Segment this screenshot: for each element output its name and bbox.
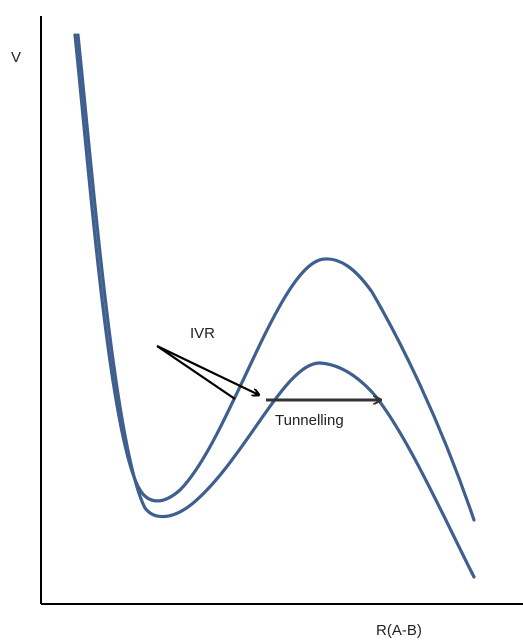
y-axis-label: V	[11, 49, 21, 66]
ivr-arrow-upper	[156, 345, 259, 395]
x-axis-label: R(A-B)	[376, 622, 422, 639]
ivr-arrow-lower	[156, 345, 236, 400]
ivr-arrow-group	[156, 345, 259, 400]
lower-potential-curve	[76, 33, 476, 579]
tunnelling-label: Tunnelling	[275, 412, 344, 429]
ivr-label: IVR	[190, 325, 215, 342]
upper-potential-curve	[73, 33, 476, 522]
